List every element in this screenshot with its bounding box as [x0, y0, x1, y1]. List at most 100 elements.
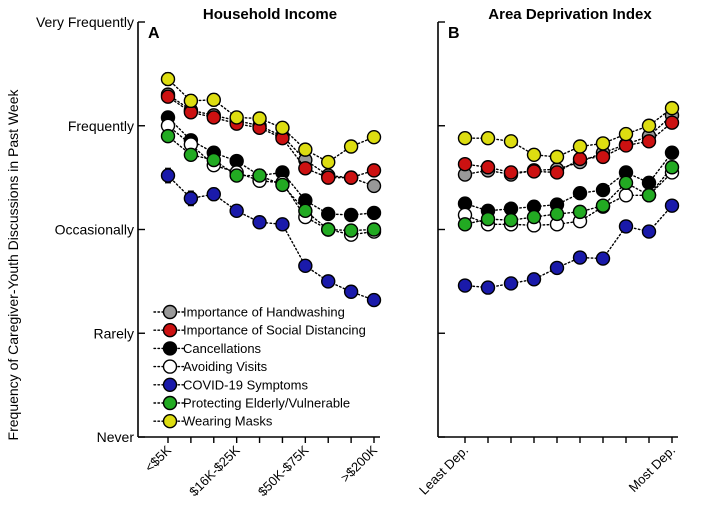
panel-b-point-protecting-elderly-vulnerable-7: [618, 175, 634, 191]
panel-b-point-protecting-elderly-vulnerable-4: [549, 206, 565, 222]
panel-b-x-tick-label-least-dep: Least Dep.: [416, 443, 471, 498]
legend-label-importance-of-social-distancing: Importance of Social Distancing: [183, 323, 366, 338]
panel-a-point-wearing-masks-0: [160, 71, 176, 87]
panel-b-series-cancellations: [457, 145, 680, 219]
panel-b-point-importance-of-social-distancing-4: [549, 165, 565, 180]
panel-b-point-covid-19-symptoms-2: [503, 276, 519, 291]
panel-a-point-covid-19-symptoms-7: [321, 274, 336, 289]
panel-b-point-importance-of-social-distancing-1: [480, 160, 496, 175]
panel-b-point-protecting-elderly-vulnerable-0: [457, 217, 473, 232]
panel-b-point-importance-of-social-distancing-3: [526, 164, 542, 179]
panel-b-point-wearing-masks-7: [618, 126, 634, 142]
panel-b-point-protecting-elderly-vulnerable-6: [595, 198, 611, 213]
panel-a-series-line-avoiding-visits: [167, 125, 375, 236]
panel-b-x-tick-label-most-dep: Most Dep.: [626, 443, 679, 496]
panel-b-series-protecting-elderly-vulnerable: [457, 160, 680, 232]
y-axis-label: Frequency of Caregiver-Youth Discussions…: [5, 89, 21, 441]
panel-b-point-wearing-masks-9: [664, 100, 680, 116]
y-tick-label-very-frequently: Very Frequently: [36, 14, 134, 30]
panel-b-series-line-avoiding-visits: [464, 171, 673, 227]
panel-a-series-line-importance-of-social-distancing: [167, 95, 375, 179]
panel-b-point-cancellations-6: [595, 182, 611, 198]
panel-b-point-protecting-elderly-vulnerable-8: [641, 188, 657, 203]
panel-a-point-protecting-elderly-vulnerable-0: [160, 128, 176, 144]
panel-a-point-protecting-elderly-vulnerable-2: [206, 152, 221, 168]
panel-a-series-covid-19-symptoms: [160, 167, 382, 308]
panel-a-point-cancellations-7: [321, 206, 336, 222]
panel-b-series-line-protecting-elderly-vulnerable: [464, 166, 673, 226]
legend-marker-importance-of-handwashing: [162, 304, 178, 320]
legend-marker-wearing-masks: [162, 414, 178, 429]
panel-b-series-importance-of-social-distancing: [457, 115, 680, 180]
panel-a-letter: A: [148, 25, 160, 42]
panel-b-series-line-wearing-masks: [464, 107, 673, 158]
panel-b-point-importance-of-social-distancing-0: [457, 156, 473, 172]
panel-a-point-wearing-masks-6: [298, 142, 313, 157]
panel-a-point-protecting-elderly-vulnerable-5: [275, 177, 290, 193]
panel-a-point-wearing-masks-4: [252, 111, 267, 126]
panel-a-series-wearing-masks: [160, 71, 382, 170]
panel-b-series-covid-19-symptoms: [457, 198, 680, 295]
legend-marker-avoiding-visits: [162, 359, 178, 374]
panel-a-point-importance-of-social-distancing-0: [160, 89, 176, 104]
panel-b-series-wearing-masks: [457, 100, 680, 165]
panel-b-point-covid-19-symptoms-3: [526, 272, 542, 287]
panel-b-series-line-importance-of-social-distancing: [464, 121, 673, 174]
panel-a-point-cancellations-8: [343, 207, 359, 223]
panel-b-point-protecting-elderly-vulnerable-5: [572, 204, 588, 220]
panel-a-point-covid-19-symptoms-0: [160, 168, 176, 183]
panel-b-series-line-covid-19-symptoms: [464, 204, 673, 289]
panel-a-point-protecting-elderly-vulnerable-9: [366, 222, 382, 237]
panel-b-point-wearing-masks-8: [641, 118, 657, 133]
panel-a-point-covid-19-symptoms-2: [206, 187, 221, 202]
panel-a-series-line-covid-19-symptoms: [167, 174, 375, 301]
panel-a-x-tick-label-5k: <$5K: [142, 442, 175, 475]
y-tick-label-rarely: Rarely: [94, 325, 134, 341]
panel-b-point-covid-19-symptoms-6: [595, 251, 611, 266]
panel-a-point-protecting-elderly-vulnerable-7: [321, 222, 336, 237]
legend-label-protecting-elderly-vulnerable: Protecting Elderly/Vulnerable: [183, 396, 350, 411]
panel-b-point-importance-of-social-distancing-6: [595, 149, 611, 165]
panel-a-series-line-wearing-masks: [167, 78, 375, 163]
legend-marker-covid-19-symptoms: [162, 377, 178, 392]
panel-b-point-covid-19-symptoms-7: [618, 219, 634, 234]
panel-a-x-tick-label-16k-25k: $16K-$25K: [186, 442, 243, 499]
panel-a-point-importance-of-social-distancing-8: [343, 170, 359, 185]
panel-a-point-protecting-elderly-vulnerable-3: [229, 168, 244, 183]
panel-a-point-wearing-masks-2: [206, 92, 221, 108]
panel-b-point-importance-of-social-distancing-5: [572, 151, 588, 167]
panel-b-point-wearing-masks-2: [503, 134, 519, 149]
panel-b-point-wearing-masks-3: [526, 147, 542, 163]
panel-b-letter: B: [448, 25, 460, 42]
panel-b-point-importance-of-social-distancing-8: [641, 134, 657, 149]
panel-b-point-wearing-masks-4: [549, 149, 565, 165]
panel-a-point-wearing-masks-1: [183, 93, 199, 109]
panel-b-point-covid-19-symptoms-9: [664, 198, 680, 213]
panel-a-point-covid-19-symptoms-3: [229, 203, 244, 219]
panel-b-point-wearing-masks-6: [595, 136, 611, 151]
legend-label-importance-of-handwashing: Importance of Handwashing: [183, 305, 345, 320]
legend-marker-protecting-elderly-vulnerable: [162, 395, 178, 411]
panel-a-point-wearing-masks-8: [343, 139, 359, 154]
panel-a-x-tick-label-50k-75k: $50K-$75K: [255, 442, 312, 499]
panel-b-point-wearing-masks-1: [480, 130, 496, 146]
panel-a-series-line-protecting-elderly-vulnerable: [167, 135, 375, 232]
panel-b-point-covid-19-symptoms-0: [457, 278, 473, 293]
panel-a-point-protecting-elderly-vulnerable-1: [183, 147, 199, 163]
panel-a-series-protecting-elderly-vulnerable: [160, 128, 382, 238]
panel-b-title: Area Deprivation Index: [488, 6, 652, 23]
panel-a-point-covid-19-symptoms-6: [298, 258, 313, 274]
panel-a-point-protecting-elderly-vulnerable-8: [343, 223, 359, 238]
panel-a-point-importance-of-social-distancing-2: [206, 110, 221, 125]
panel-a-point-wearing-masks-7: [321, 154, 336, 170]
panel-b-point-protecting-elderly-vulnerable-2: [503, 212, 519, 228]
panel-a-point-wearing-masks-5: [275, 120, 290, 136]
panel-a-point-protecting-elderly-vulnerable-6: [298, 203, 313, 219]
y-tick-label-never: Never: [97, 429, 135, 445]
legend-label-covid-19-symptoms: COVID-19 Symptoms: [183, 377, 308, 392]
panel-b-series-line-cancellations: [464, 152, 673, 212]
panel-b-point-importance-of-social-distancing-2: [503, 165, 519, 180]
panel-a-point-importance-of-social-distancing-7: [321, 170, 336, 185]
panel-a-title: Household Income: [203, 6, 337, 23]
